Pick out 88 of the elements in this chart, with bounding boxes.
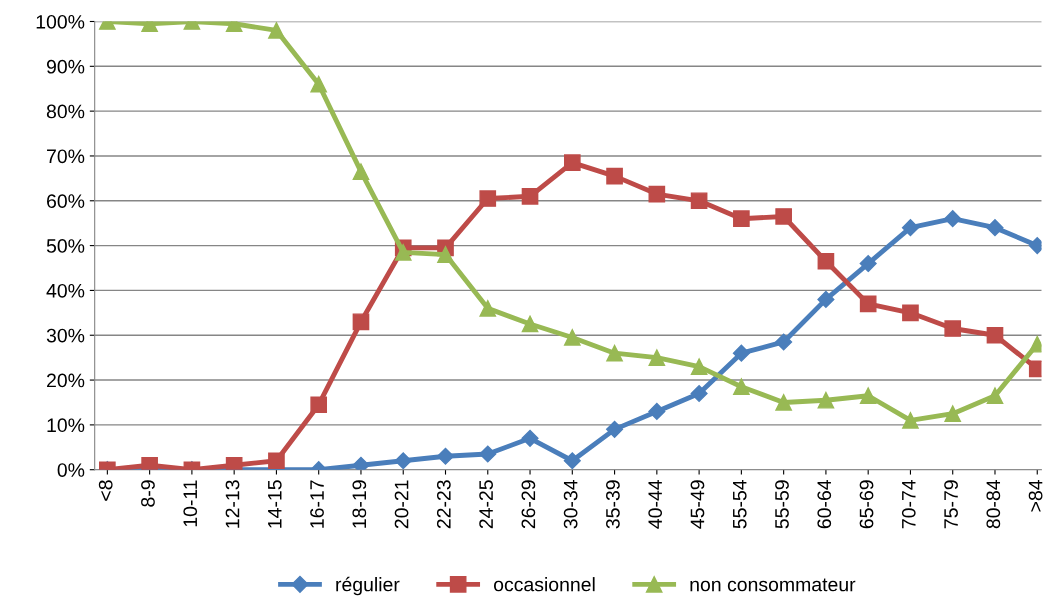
point <box>775 208 792 225</box>
point <box>902 412 919 429</box>
point <box>563 154 581 172</box>
point <box>986 219 1004 237</box>
x-tick-label: >84 <box>1028 480 1043 512</box>
point <box>606 344 623 362</box>
x-tick-label: 55-59 <box>775 480 789 529</box>
point <box>817 290 835 308</box>
point <box>352 313 370 331</box>
x-tick-label: 65-69 <box>859 480 874 529</box>
point <box>225 456 243 470</box>
point <box>479 445 497 463</box>
y-tick-label: 70% <box>47 149 85 164</box>
point <box>775 333 793 351</box>
y-tick-label: 0% <box>57 463 85 477</box>
point <box>859 295 877 313</box>
legend-label: non consommateur <box>690 578 856 592</box>
point <box>733 378 750 396</box>
point <box>310 396 328 414</box>
point <box>310 75 328 93</box>
x-tick-label: 10-11 <box>183 480 198 527</box>
y-tick-label: 10% <box>47 418 85 433</box>
point <box>352 163 370 180</box>
point <box>479 190 497 207</box>
point <box>479 300 497 317</box>
y-tick-label: 80% <box>46 104 85 119</box>
x-tick-label: 30-34 <box>563 480 578 529</box>
point <box>648 349 666 366</box>
point <box>733 210 750 228</box>
x-tick-label: 60-64 <box>817 480 832 529</box>
x-tick-label: 8-9 <box>141 480 155 507</box>
y-tick-label: 90% <box>46 59 85 74</box>
y-tick-label: 60% <box>47 194 85 209</box>
x-tick-label: 70-74 <box>901 480 916 529</box>
point <box>563 329 581 346</box>
y-tick-label: 30% <box>46 328 85 343</box>
point <box>437 246 454 263</box>
point <box>521 429 539 447</box>
point <box>902 304 919 322</box>
point <box>817 391 835 409</box>
x-tick-label: 16-17 <box>310 480 324 528</box>
x-tick-label: 22-23 <box>436 480 451 529</box>
point <box>394 452 412 470</box>
point <box>817 252 835 270</box>
point <box>690 358 708 375</box>
x-tick-label: 55-54 <box>733 480 747 529</box>
point <box>606 420 624 438</box>
legend-label: régulier <box>336 576 400 596</box>
legend-label: occasionnel <box>493 577 595 592</box>
point <box>563 452 581 470</box>
x-tick-label: 12-13 <box>225 480 240 528</box>
x-tick-label: 35-39 <box>606 480 620 529</box>
point <box>901 219 920 237</box>
point <box>268 452 285 470</box>
x-tick-label: 24-25 <box>479 480 493 529</box>
point <box>944 210 962 228</box>
point <box>606 167 623 185</box>
y-tick-label: 100% <box>36 14 85 29</box>
x-tick-label: 45-49 <box>690 480 705 529</box>
point <box>986 387 1004 405</box>
point <box>436 447 455 465</box>
x-tick-label: 18-19 <box>352 480 367 528</box>
point <box>986 326 1004 344</box>
y-tick-label: 20% <box>47 373 85 388</box>
point <box>648 185 666 203</box>
y-tick-label: 40% <box>46 283 85 298</box>
point <box>944 320 962 337</box>
x-tick-label: 40-44 <box>648 480 663 529</box>
x-tick-label: <8 <box>98 480 113 501</box>
point <box>775 394 792 411</box>
point <box>690 192 708 210</box>
x-tick-label: 26-29 <box>521 480 536 529</box>
point <box>648 402 666 420</box>
point <box>859 387 877 405</box>
point <box>521 187 539 205</box>
point <box>859 254 877 273</box>
point <box>268 22 285 39</box>
point <box>521 315 539 333</box>
point <box>944 405 962 423</box>
point <box>690 384 708 403</box>
x-tick-label: 20-21 <box>394 480 409 529</box>
point <box>732 344 750 362</box>
point <box>394 243 412 261</box>
point <box>141 456 158 470</box>
x-tick-label: 14-15 <box>268 480 282 528</box>
x-tick-label: 80-84 <box>986 480 1001 529</box>
x-tick-label: 75-79 <box>944 480 958 529</box>
y-tick-label: 50% <box>46 239 85 253</box>
